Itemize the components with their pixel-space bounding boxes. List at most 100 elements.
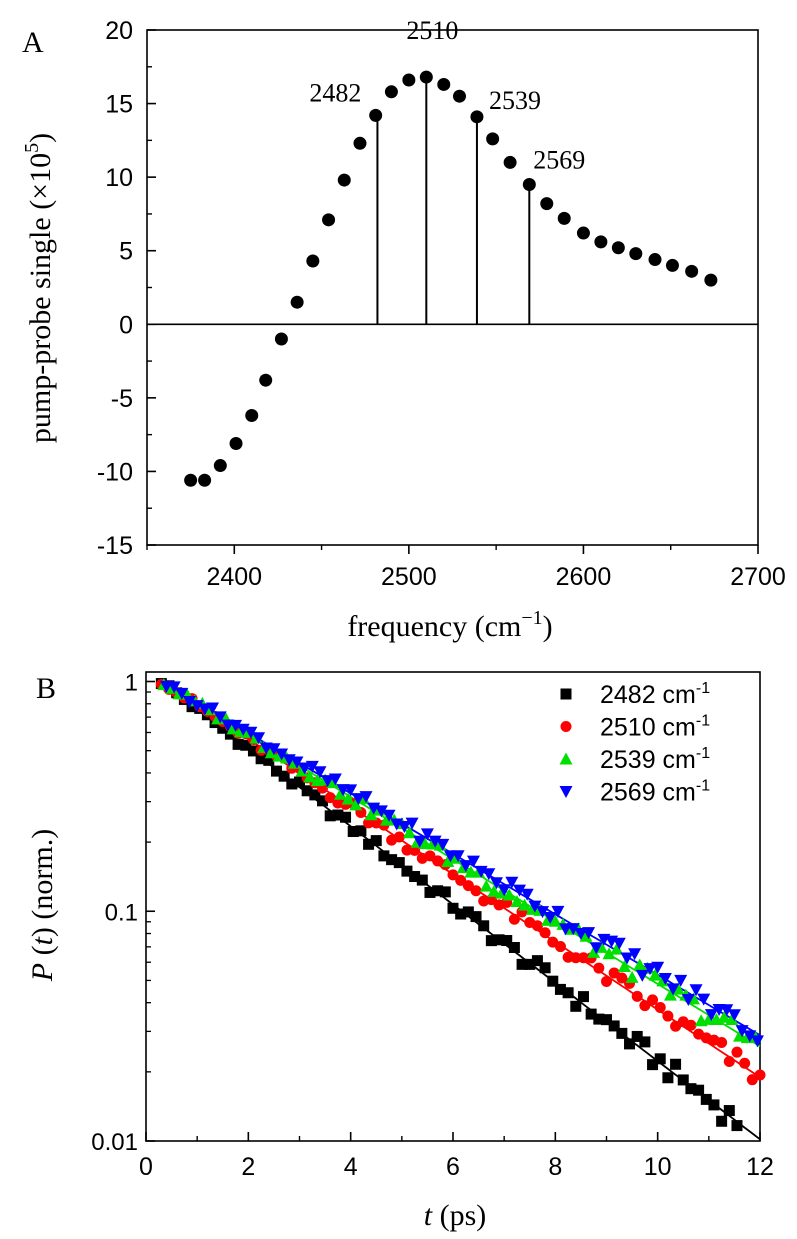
data-point bbox=[731, 1120, 743, 1132]
data-point bbox=[658, 973, 672, 986]
panel-a-label: A bbox=[22, 26, 44, 59]
x-tick-label: 8 bbox=[548, 1153, 562, 1181]
data-point bbox=[264, 746, 278, 759]
data-point bbox=[382, 809, 396, 822]
data-point bbox=[540, 197, 554, 211]
data-point bbox=[482, 868, 496, 881]
data-point bbox=[305, 760, 319, 773]
data-point bbox=[493, 934, 505, 946]
data-point bbox=[579, 929, 593, 942]
data-point bbox=[647, 1059, 659, 1071]
data-point bbox=[347, 826, 359, 838]
x-tick-label: 0 bbox=[139, 1153, 153, 1181]
data-point bbox=[309, 789, 321, 801]
data-point bbox=[562, 987, 574, 999]
data-point bbox=[321, 775, 335, 788]
legend-marker bbox=[560, 688, 572, 700]
data-point bbox=[274, 332, 288, 346]
data-point bbox=[409, 871, 421, 883]
data-point bbox=[245, 409, 259, 423]
panel-a: A 2482 2510 2539 2569 2400 2500 2600 2700 20 15… bbox=[21, 16, 786, 643]
data-point bbox=[700, 1093, 712, 1105]
data-point bbox=[697, 993, 711, 1006]
data-point bbox=[525, 902, 539, 915]
data-point bbox=[364, 808, 378, 821]
data-point bbox=[324, 792, 336, 804]
data-point bbox=[455, 874, 467, 886]
data-point bbox=[505, 876, 519, 889]
data-point bbox=[617, 959, 631, 972]
data-point bbox=[531, 955, 543, 967]
data-point bbox=[198, 473, 212, 487]
data-point bbox=[326, 776, 340, 789]
data-point bbox=[186, 701, 198, 713]
panel-b-label: B bbox=[36, 672, 56, 705]
data-point bbox=[359, 791, 373, 804]
data-point bbox=[635, 969, 649, 982]
legend-marker bbox=[560, 721, 572, 732]
data-point bbox=[487, 884, 501, 897]
data-point bbox=[486, 132, 500, 146]
data-point bbox=[452, 89, 466, 103]
data-point bbox=[594, 235, 608, 249]
data-point bbox=[401, 865, 413, 877]
data-point bbox=[393, 831, 405, 843]
data-point bbox=[516, 958, 528, 970]
data-point bbox=[723, 1056, 735, 1068]
data-point bbox=[306, 254, 320, 268]
data-point bbox=[278, 770, 290, 782]
data-point bbox=[290, 295, 304, 309]
data-point bbox=[589, 942, 603, 955]
data-point bbox=[270, 765, 282, 777]
data-point bbox=[184, 473, 198, 487]
data-point bbox=[554, 941, 566, 953]
data-point bbox=[232, 738, 244, 750]
data-point bbox=[665, 258, 679, 272]
data-point bbox=[263, 754, 275, 766]
data-point bbox=[275, 748, 289, 761]
data-point bbox=[716, 1037, 728, 1049]
data-point bbox=[727, 1009, 741, 1022]
data-point bbox=[229, 719, 243, 732]
data-point bbox=[333, 787, 347, 800]
stem-label: 2539 bbox=[489, 86, 541, 115]
data-point bbox=[566, 923, 580, 936]
data-point bbox=[349, 798, 363, 811]
data-point bbox=[501, 935, 513, 947]
data-point bbox=[369, 108, 383, 122]
data-point bbox=[244, 726, 258, 739]
data-point bbox=[485, 894, 497, 906]
data-point bbox=[337, 173, 351, 187]
data-point bbox=[654, 1001, 666, 1013]
data-point bbox=[570, 1000, 582, 1012]
data-point bbox=[416, 874, 428, 886]
data-point bbox=[612, 937, 626, 950]
data-point bbox=[513, 884, 527, 897]
data-point bbox=[439, 886, 451, 898]
data-point bbox=[317, 795, 329, 807]
data-point bbox=[485, 935, 497, 947]
data-point bbox=[551, 905, 565, 918]
panel-b-y-axis-label: P (t) (norm.) bbox=[26, 829, 59, 982]
data-point bbox=[648, 968, 662, 981]
data-point bbox=[677, 1074, 689, 1086]
data-point bbox=[602, 947, 616, 960]
data-point bbox=[462, 906, 474, 918]
data-point bbox=[685, 1019, 697, 1031]
x-tick-label: 6 bbox=[446, 1153, 460, 1181]
data-point bbox=[393, 857, 405, 869]
data-point bbox=[624, 1038, 636, 1050]
data-point bbox=[547, 975, 559, 987]
data-point bbox=[662, 1010, 674, 1022]
data-point bbox=[437, 77, 451, 91]
data-point bbox=[704, 1009, 718, 1022]
data-point bbox=[190, 700, 204, 713]
data-point bbox=[428, 835, 442, 848]
data-point bbox=[508, 941, 520, 953]
data-point bbox=[502, 888, 516, 901]
data-point bbox=[413, 835, 427, 848]
data-point bbox=[522, 178, 536, 191]
data-point bbox=[495, 886, 509, 899]
data-point bbox=[670, 1058, 682, 1070]
data-point bbox=[198, 703, 212, 716]
